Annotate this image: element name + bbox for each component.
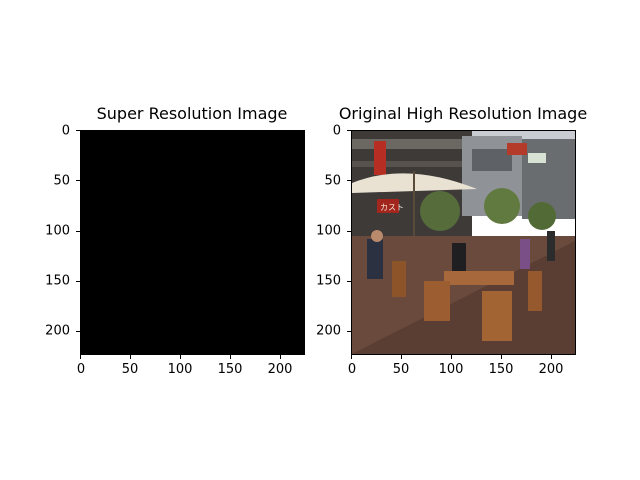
x-tick-label: 150 (217, 362, 243, 377)
shop-sign-text: カスト (380, 203, 404, 212)
y-tick-label: 0 (332, 123, 341, 139)
y-tick-label: 150 (45, 273, 70, 289)
x-tickmark (351, 355, 352, 359)
y-tickmark (347, 130, 351, 131)
y-tickmark (76, 180, 80, 181)
x-tickmark (130, 355, 131, 359)
panel-title-super-resolution: Super Resolution Image (96, 104, 288, 123)
y-tickmark (76, 331, 80, 332)
x-tick-label: 200 (538, 362, 564, 377)
y-tick-label: 150 (316, 273, 341, 289)
x-tick-label: 50 (121, 362, 139, 377)
y-tickmark (76, 231, 80, 232)
original-high-resolution-image: カスト (351, 130, 576, 355)
y-tick-label: 100 (316, 223, 341, 239)
x-tickmark (280, 355, 281, 359)
x-tickmark (501, 355, 502, 359)
y-tickmark (347, 331, 351, 332)
y-tick-label: 50 (53, 173, 70, 189)
x-tickmark (230, 355, 231, 359)
x-tick-label: 200 (267, 362, 293, 377)
x-tickmark (451, 355, 452, 359)
y-tick-label: 50 (324, 173, 341, 189)
y-tickmark (76, 130, 80, 131)
x-tick-label: 100 (167, 362, 193, 377)
x-tick-label: 0 (76, 362, 86, 377)
y-tickmark (76, 281, 80, 282)
y-tick-label: 100 (45, 223, 70, 239)
x-tick-label: 150 (488, 362, 514, 377)
x-tick-label: 100 (438, 362, 464, 377)
super-resolution-image (80, 130, 305, 355)
y-tickmark (347, 180, 351, 181)
y-tickmark (347, 281, 351, 282)
x-tickmark (80, 355, 81, 359)
x-tick-label: 0 (347, 362, 357, 377)
y-tick-label: 200 (316, 323, 341, 339)
y-tick-label: 200 (45, 323, 70, 339)
x-tickmark (401, 355, 402, 359)
y-tickmark (347, 231, 351, 232)
panel-title-original-high-resolution: Original High Resolution Image (338, 104, 588, 123)
x-tickmark (180, 355, 181, 359)
x-tick-label: 50 (392, 362, 410, 377)
y-tick-label: 0 (61, 123, 70, 139)
x-tickmark (551, 355, 552, 359)
